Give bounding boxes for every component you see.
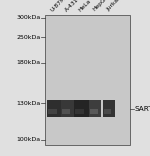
Text: 130kDa: 130kDa: [16, 101, 40, 106]
Bar: [90, 109, 98, 115]
Text: SART3: SART3: [135, 106, 150, 112]
Bar: [75, 109, 84, 115]
Text: 180kDa: 180kDa: [16, 60, 41, 65]
Bar: [74, 100, 89, 117]
Bar: [61, 100, 74, 117]
Text: 100kDa: 100kDa: [16, 137, 41, 142]
Bar: [47, 100, 61, 117]
Bar: [89, 100, 101, 117]
Bar: [45, 15, 130, 144]
Text: Jurkat: Jurkat: [105, 0, 121, 12]
Text: A-431: A-431: [64, 0, 80, 12]
Bar: [62, 109, 70, 115]
Text: 250kDa: 250kDa: [16, 35, 40, 40]
Bar: [48, 109, 57, 115]
Text: U-87MG: U-87MG: [50, 0, 71, 12]
Bar: [103, 100, 115, 117]
Bar: [104, 109, 111, 115]
Text: HepG2: HepG2: [92, 0, 110, 12]
Text: HeLa: HeLa: [78, 0, 92, 12]
Text: 300kDa: 300kDa: [16, 15, 40, 20]
